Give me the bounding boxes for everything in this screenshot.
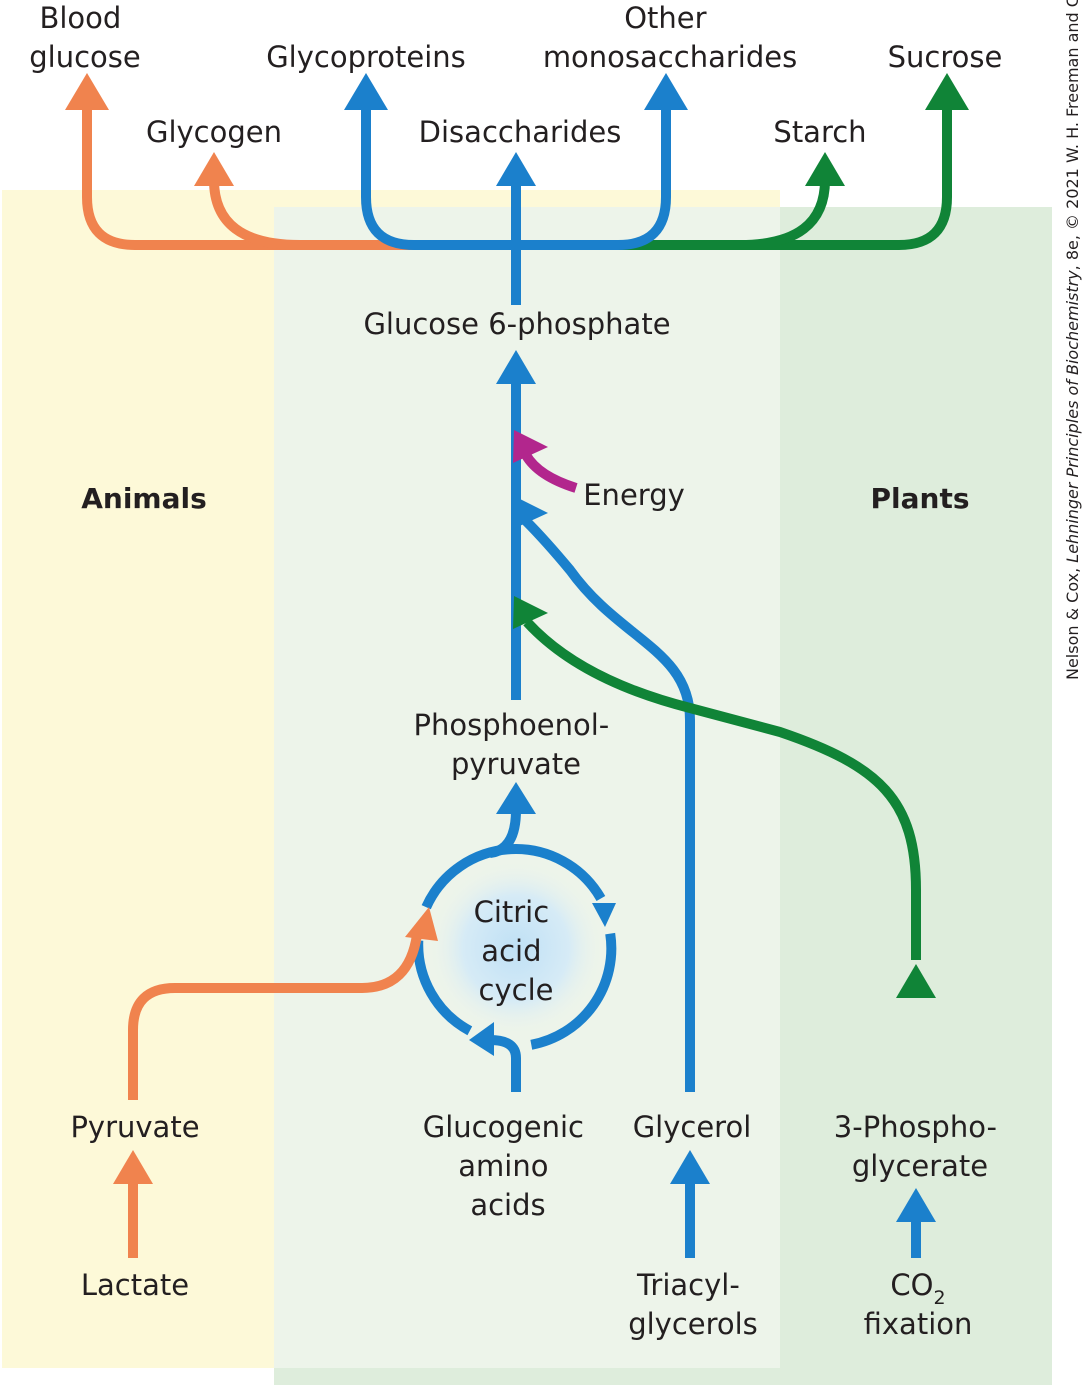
arrowhead-glycerol-merge	[513, 496, 548, 529]
triacylglycerols-label: Triacyl- glycerols	[628, 1268, 758, 1341]
glycerol-label: Glycerol	[633, 1110, 752, 1144]
arrowhead-glycogen	[194, 152, 234, 186]
arrowhead-glycoproteins	[344, 73, 388, 110]
citric-acid-cycle-glow	[428, 860, 604, 1036]
glycogen-branch-path	[209, 179, 301, 250]
plants-label: Plants	[871, 482, 970, 515]
plant-branch-path	[600, 105, 952, 250]
animal-branch-path	[82, 105, 430, 250]
pyruvate-label: Pyruvate	[70, 1110, 199, 1144]
arrowhead-pyruvate-into-cycle	[405, 907, 438, 941]
arrowhead-phosphoglycerate-up	[896, 964, 936, 998]
arrowhead-sucrose	[925, 73, 969, 110]
other-monosaccharides-label: Other monosaccharides	[543, 1, 797, 74]
starch-label: Starch	[773, 115, 866, 149]
3-phosphoglycerate-label: 3-Phospho- glycerate	[834, 1110, 1006, 1183]
arrowhead-disaccharides	[496, 152, 536, 186]
arrowhead-blood-glucose	[65, 73, 109, 110]
blood-glucose-label: Blood glucose	[29, 1, 140, 74]
arrowhead-energy	[513, 430, 548, 463]
disaccharides-label: Disaccharides	[419, 115, 622, 149]
citric-acid-cycle-arc-top	[421, 844, 606, 910]
arrowhead-glucose-6-phosphate	[496, 350, 536, 384]
animals-label: Animals	[81, 482, 207, 515]
arrowhead-cycle-clockwise	[592, 903, 616, 927]
glycoproteins-label: Glycoproteins	[266, 40, 466, 74]
amino-acids-entry-path	[489, 1035, 521, 1092]
citric-acid-cycle-label: Citric acid cycle	[474, 895, 559, 1007]
energy-input-path	[521, 452, 578, 493]
arrowhead-pyruvate	[113, 1150, 153, 1184]
fixation-label: fixation	[864, 1307, 973, 1341]
starch-branch-path	[739, 179, 830, 250]
phosphoenolpyruvate-label: Phosphoenol- pyruvate	[414, 708, 619, 781]
glycerol-path	[522, 517, 695, 1092]
energy-label: Energy	[583, 478, 685, 512]
arrowhead-other-monosaccharides	[644, 73, 688, 110]
sucrose-label: Sucrose	[888, 40, 1003, 74]
glucogenic-amino-acids-label: Glucogenic amino acids	[423, 1110, 593, 1222]
arrowhead-glycerol	[670, 1150, 710, 1184]
arrowhead-pep	[496, 782, 536, 814]
citric-acid-cycle-arc-left	[413, 940, 473, 1036]
citric-acid-cycle-arc-right	[530, 932, 617, 1050]
phosphoglycerate-path	[523, 618, 921, 960]
arrowhead-cycle-counterclockwise	[469, 1022, 494, 1056]
arrowhead-phosphoglycerate	[896, 1188, 936, 1222]
arrowhead-phosphoglycerate-merge	[513, 596, 548, 629]
lactate-label: Lactate	[81, 1268, 189, 1302]
co2-label: CO2	[890, 1268, 945, 1309]
copyright-credit: Nelson & Cox, Lehninger Principles of Bi…	[1063, 0, 1082, 680]
pyruvate-entry-path	[128, 934, 422, 1100]
arrowhead-starch	[805, 152, 845, 186]
glucose-6-phosphate-label: Glucose 6-phosphate	[363, 307, 670, 341]
glycogen-label: Glycogen	[146, 115, 282, 149]
